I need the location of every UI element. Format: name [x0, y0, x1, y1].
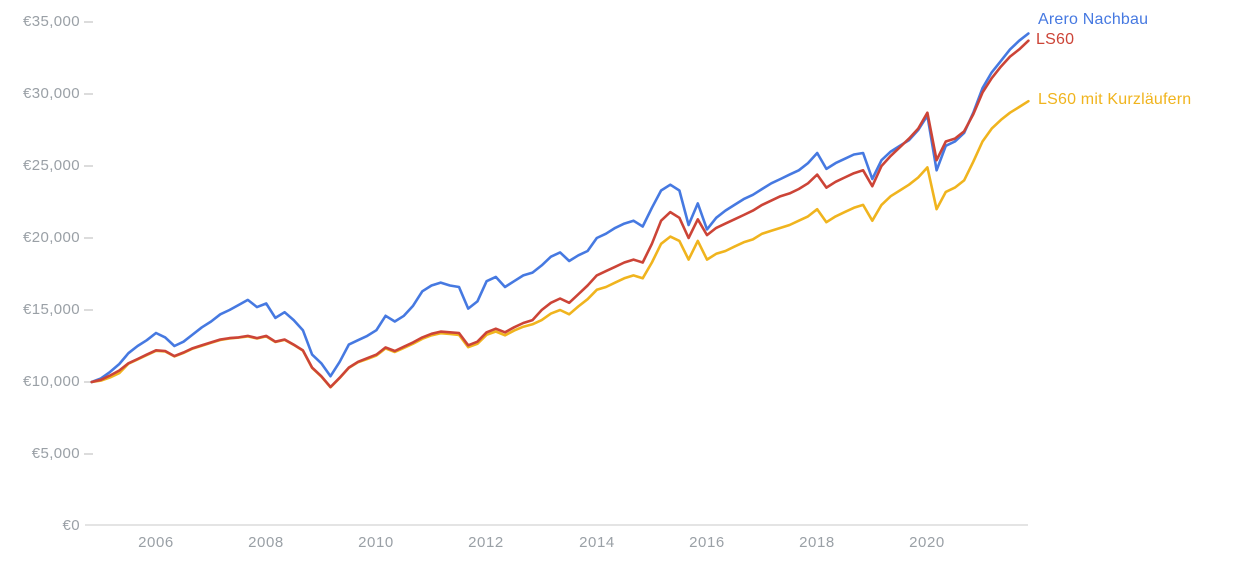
- x-tick-label: 2012: [468, 534, 504, 551]
- y-tick-label: €20,000: [22, 229, 80, 246]
- x-tick-label: 2006: [138, 534, 174, 551]
- y-tick-mark: [84, 21, 93, 23]
- x-tick-label: 2014: [579, 534, 615, 551]
- x-axis-baseline: [85, 524, 1028, 526]
- y-tick-label: €5,000: [31, 445, 80, 462]
- series-line-ls60[interactable]: [90, 39, 1030, 389]
- x-tick-label: 2008: [248, 534, 284, 551]
- y-tick-label: €30,000: [22, 85, 80, 102]
- y-tick-mark: [84, 381, 93, 383]
- legend-label-arero-nachbau: Arero Nachbau: [1038, 11, 1149, 28]
- y-tick-label: €25,000: [22, 157, 80, 174]
- x-tick-label: 2010: [358, 534, 394, 551]
- y-tick-label: €0: [62, 517, 80, 534]
- y-tick-label: €35,000: [22, 13, 80, 30]
- y-tick-mark: [84, 237, 93, 239]
- legend-label-ls60-kurzlaeufer: LS60 mit Kurzläufern: [1038, 91, 1192, 108]
- y-tick-mark: [84, 453, 93, 455]
- x-tick-label: 2016: [689, 534, 725, 551]
- x-tick-label: 2018: [799, 534, 835, 551]
- series-line-arero-nachbau[interactable]: [90, 32, 1030, 384]
- y-tick-label: €15,000: [22, 301, 80, 318]
- y-tick-label: €10,000: [22, 373, 80, 390]
- legend-label-ls60: LS60: [1036, 31, 1075, 48]
- y-tick-mark: [84, 165, 93, 167]
- y-tick-mark: [84, 309, 93, 311]
- x-tick-label: 2020: [909, 534, 945, 551]
- y-tick-mark: [84, 93, 93, 95]
- series-line-ls60-kurzlaeufer[interactable]: [90, 99, 1030, 389]
